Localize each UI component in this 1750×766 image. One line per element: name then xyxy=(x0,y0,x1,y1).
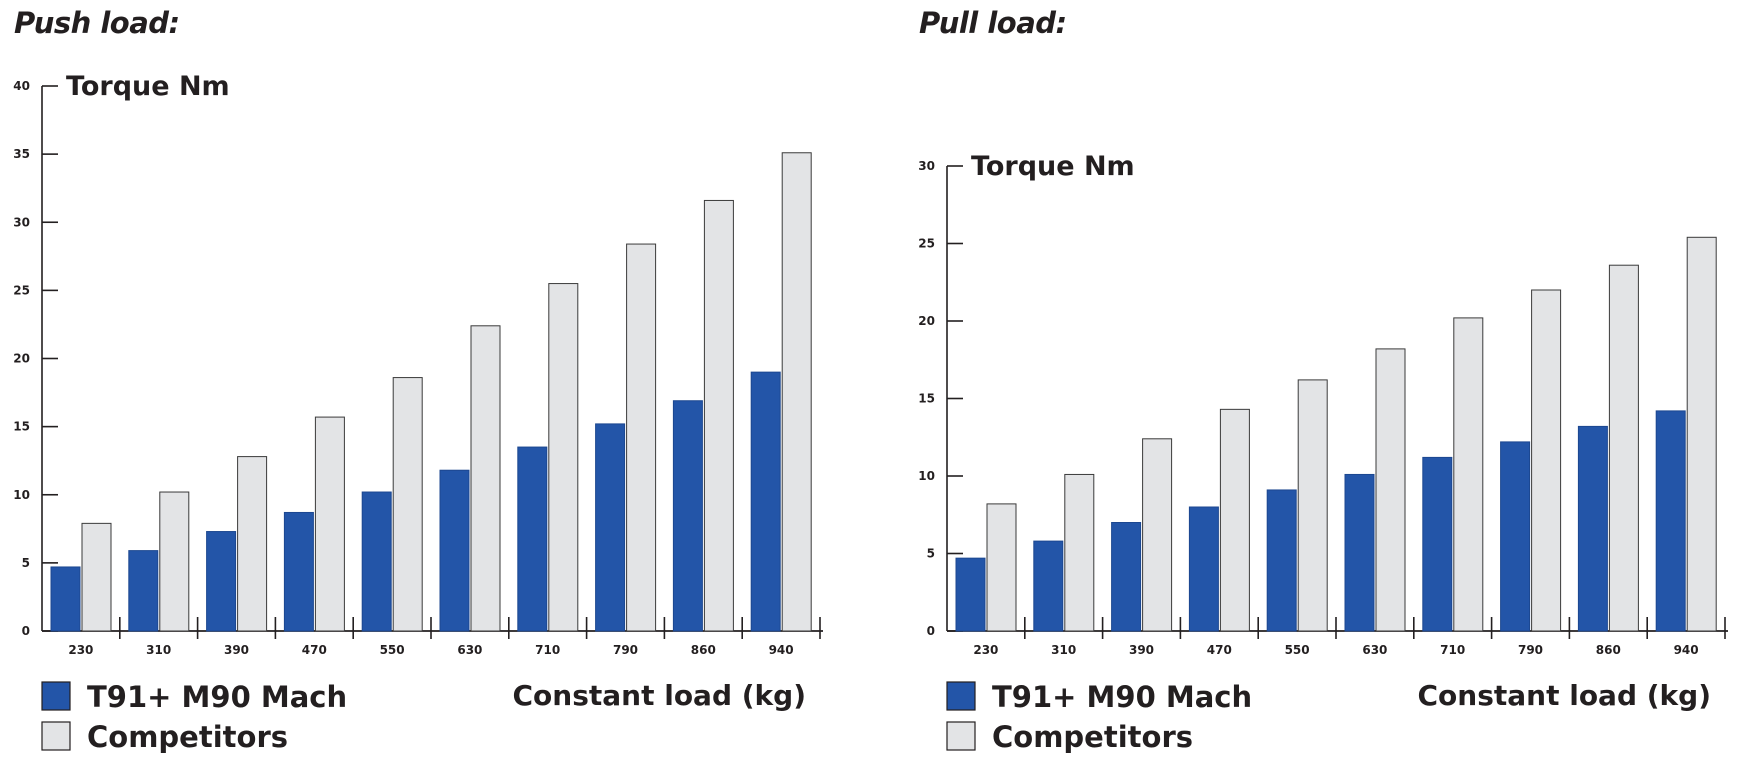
bar-t91-m90-mach xyxy=(1033,540,1064,632)
bar-competitors xyxy=(548,283,579,632)
bar-t91-m90-mach xyxy=(750,371,781,632)
x-axis-label: Constant load (kg) xyxy=(512,679,806,712)
x-tick-label: 860 xyxy=(1596,643,1621,657)
legend-label: T91+ M90 Mach xyxy=(87,680,347,714)
bar-competitors xyxy=(1064,473,1095,632)
y-axis-label: Torque Nm xyxy=(66,71,230,102)
bar-competitors xyxy=(1219,408,1250,632)
bar-t91-m90-mach xyxy=(1422,456,1453,632)
y-tick-label: 0 xyxy=(927,624,935,638)
bar-competitors xyxy=(392,377,423,632)
y-tick-label: 35 xyxy=(13,147,30,161)
bar-t91-m90-mach xyxy=(439,469,470,632)
bar-competitors xyxy=(1686,236,1717,632)
bar-competitors xyxy=(314,416,345,632)
bar-t91-m90-mach xyxy=(1344,473,1375,632)
legend-swatch xyxy=(41,721,71,751)
push-load-panel: Push load: 0 5 10 15 20 25 30 35 40 Torque Nm 230 3… xyxy=(13,6,823,754)
legend-swatch xyxy=(946,681,976,711)
x-tick-label: 550 xyxy=(1285,643,1310,657)
bar-competitors xyxy=(159,491,190,632)
y-tick-label: 20 xyxy=(13,352,30,366)
bar-t91-m90-mach xyxy=(128,550,159,632)
legend-label: Competitors xyxy=(87,720,288,754)
x-tick-label: 860 xyxy=(691,643,716,657)
x-tick-label: 790 xyxy=(1518,643,1543,657)
bar-competitors xyxy=(703,199,734,632)
y-tick-label: 25 xyxy=(13,283,30,297)
y-tick-label: 15 xyxy=(13,420,30,434)
bar-competitors xyxy=(1297,379,1328,632)
y-tick-label: 10 xyxy=(13,488,30,502)
bar-t91-m90-mach xyxy=(1655,410,1686,632)
bar-t91-m90-mach xyxy=(1500,441,1531,632)
push-load-chart: 0 5 10 15 20 25 30 35 40 Torque Nm 230 310 390 470 550… xyxy=(13,71,823,754)
x-tick-label: 630 xyxy=(457,643,482,657)
x-tick-label: 710 xyxy=(535,643,560,657)
bar-competitors xyxy=(1142,438,1173,632)
bar-t91-m90-mach xyxy=(1188,506,1219,632)
x-tick-label: 630 xyxy=(1362,643,1387,657)
pull-load-chart: 0 5 10 15 20 25 30 Torque Nm 230 310 390 470 550 630 7… xyxy=(918,151,1728,754)
bar-competitors xyxy=(1375,348,1406,632)
x-tick-label: 230 xyxy=(973,643,998,657)
bar-t91-m90-mach xyxy=(361,491,392,632)
bar-competitors xyxy=(1608,264,1639,632)
x-tick-label: 550 xyxy=(380,643,405,657)
y-tick-label: 5 xyxy=(927,547,935,561)
y-tick-label: 5 xyxy=(22,556,30,570)
x-tick-label: 470 xyxy=(1207,643,1232,657)
bar-competitors xyxy=(626,243,657,632)
y-tick-label: 10 xyxy=(918,469,935,483)
bar-t91-m90-mach xyxy=(1111,522,1142,632)
bar-t91-m90-mach xyxy=(50,566,81,632)
bar-t91-m90-mach xyxy=(955,557,986,632)
x-tick-label: 310 xyxy=(1051,643,1076,657)
x-tick-label: 230 xyxy=(68,643,93,657)
y-tick-label: 40 xyxy=(13,79,30,93)
bar-competitors xyxy=(81,522,112,632)
y-axis-label: Torque Nm xyxy=(971,151,1135,182)
x-tick-label: 390 xyxy=(224,643,249,657)
x-tick-label: 310 xyxy=(146,643,171,657)
bar-competitors xyxy=(986,503,1017,632)
bar-t91-m90-mach xyxy=(595,423,626,632)
bar-t91-m90-mach xyxy=(206,531,237,632)
bar-t91-m90-mach xyxy=(283,511,314,632)
bar-t91-m90-mach xyxy=(1577,425,1608,632)
pull-load-panel: Pull load: 0 5 10 15 20 25 30 Torque Nm 230 310 39… xyxy=(905,0,1750,766)
x-axis-label: Constant load (kg) xyxy=(1417,679,1711,712)
legend-label: Competitors xyxy=(992,720,1193,754)
legend-swatch xyxy=(41,681,71,711)
bar-t91-m90-mach xyxy=(517,446,548,632)
bar-competitors xyxy=(237,456,268,632)
bar-t91-m90-mach xyxy=(1266,489,1297,632)
chart-title: Pull load: xyxy=(919,6,1067,40)
y-tick-label: 25 xyxy=(918,237,935,251)
y-tick-label: 20 xyxy=(918,314,935,328)
chart-title: Push load: xyxy=(14,6,180,40)
legend-label: T91+ M90 Mach xyxy=(992,680,1252,714)
bar-competitors xyxy=(781,152,812,632)
y-tick-label: 15 xyxy=(918,392,935,406)
bar-competitors xyxy=(470,325,501,632)
bar-competitors xyxy=(1531,289,1562,632)
y-tick-label: 30 xyxy=(918,159,935,173)
y-tick-label: 0 xyxy=(22,624,30,638)
y-tick-label: 30 xyxy=(13,215,30,229)
legend-swatch xyxy=(946,721,976,751)
x-tick-label: 940 xyxy=(1674,643,1699,657)
x-tick-label: 940 xyxy=(769,643,794,657)
x-tick-label: 710 xyxy=(1440,643,1465,657)
x-tick-label: 390 xyxy=(1129,643,1154,657)
x-tick-label: 790 xyxy=(613,643,638,657)
x-tick-label: 470 xyxy=(302,643,327,657)
bar-competitors xyxy=(1453,317,1484,632)
bar-t91-m90-mach xyxy=(672,400,703,632)
